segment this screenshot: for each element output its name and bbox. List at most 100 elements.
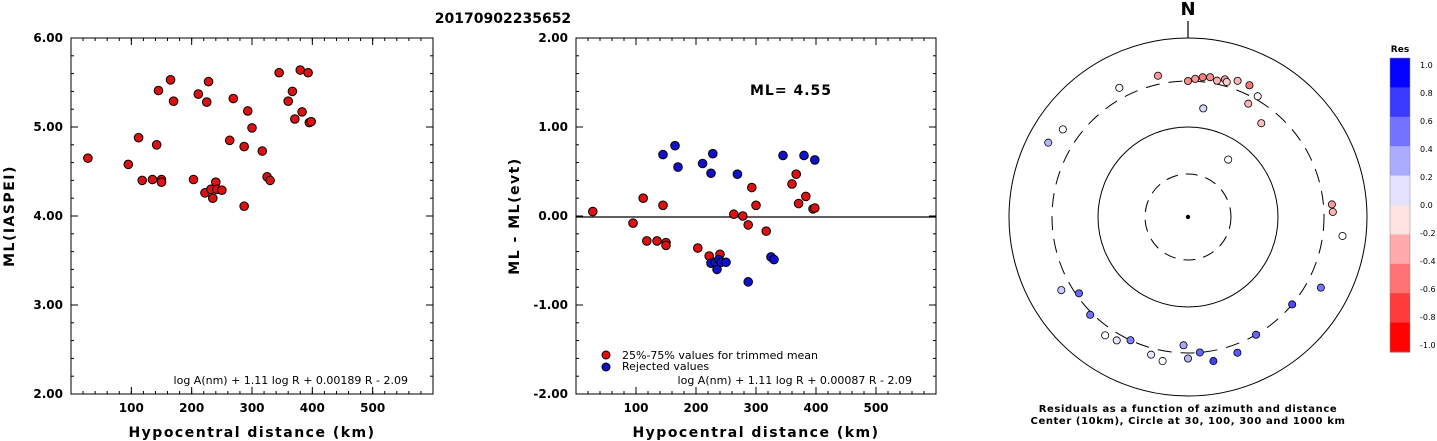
x-tick-label: 100 bbox=[119, 401, 144, 415]
data-point bbox=[732, 169, 743, 179]
residual-point bbox=[1198, 73, 1207, 82]
y-tick-label: 5.00 bbox=[33, 120, 63, 134]
data-point bbox=[123, 159, 134, 170]
y-tick-label: 3.00 bbox=[33, 298, 63, 312]
data-point bbox=[242, 106, 253, 116]
residual-point bbox=[1179, 341, 1188, 350]
residual-point bbox=[1074, 289, 1083, 298]
caption-line-1: Residuals as a function of azimuth and d… bbox=[1039, 404, 1338, 415]
data-point bbox=[721, 257, 731, 268]
residual-point bbox=[1209, 357, 1218, 366]
data-point bbox=[588, 206, 598, 217]
data-point bbox=[303, 67, 313, 78]
data-points bbox=[588, 140, 820, 287]
residual-point bbox=[1158, 357, 1167, 366]
residual-point bbox=[1147, 350, 1156, 359]
colorbar-cell bbox=[1390, 146, 1410, 177]
data-point bbox=[747, 182, 757, 193]
residual-point bbox=[1044, 138, 1053, 147]
colorbar-tick-label: -0.8 bbox=[1420, 313, 1436, 322]
residual-point bbox=[1328, 207, 1337, 216]
y-tick-label: 4.00 bbox=[33, 209, 63, 223]
colorbar-cell bbox=[1390, 234, 1410, 265]
y-tick-label: -2.00 bbox=[533, 387, 568, 401]
data-points bbox=[83, 65, 316, 212]
data-point bbox=[673, 162, 683, 172]
data-point bbox=[228, 93, 239, 104]
data-point bbox=[156, 177, 167, 187]
colorbar-tick-label: -0.4 bbox=[1420, 257, 1436, 266]
data-point bbox=[165, 75, 176, 85]
x-tick-label: 400 bbox=[300, 401, 325, 415]
data-point bbox=[751, 200, 761, 211]
data-point bbox=[83, 153, 93, 163]
colorbar-cell bbox=[1390, 116, 1410, 147]
formula-label: log A(nm) + 1.11 log R + 0.00087 R - 2.0… bbox=[678, 374, 912, 387]
x-axis-label: Hypocentral distance (km) bbox=[128, 425, 375, 441]
residual-azimuth-plot: N Residuals as a function of azimuth and… bbox=[1008, 0, 1368, 427]
data-point bbox=[217, 185, 227, 195]
residual-point bbox=[1058, 125, 1067, 134]
plot-frame bbox=[70, 37, 434, 395]
residual-point bbox=[1126, 336, 1135, 345]
residual-point bbox=[1244, 99, 1253, 108]
colorbar-frame bbox=[1389, 57, 1411, 353]
colorbar-cell bbox=[1390, 322, 1410, 353]
data-point bbox=[638, 193, 649, 203]
data-point bbox=[265, 175, 275, 186]
data-point bbox=[791, 169, 802, 179]
x-tick-label: 500 bbox=[863, 401, 888, 415]
residual-point bbox=[1184, 77, 1193, 86]
residual-point bbox=[1199, 104, 1208, 113]
residual-points bbox=[1044, 71, 1347, 366]
colorbar-tick-label: 0.0 bbox=[1420, 201, 1433, 210]
y-tick-label: 1.00 bbox=[538, 120, 568, 134]
colorbar-cell bbox=[1390, 175, 1410, 206]
residual-point bbox=[1253, 92, 1262, 101]
data-point bbox=[658, 149, 668, 160]
legend-marker-trimmed bbox=[601, 350, 611, 360]
colorbar-tick-label: 0.8 bbox=[1420, 89, 1433, 98]
residual-point bbox=[1206, 73, 1215, 82]
colorbar-tick-label: 0.2 bbox=[1420, 173, 1433, 182]
x-tick-label: 200 bbox=[683, 401, 708, 415]
caption-line-2: Center (10km), Circle at 30, 100, 300 an… bbox=[1031, 416, 1346, 427]
colorbar-tick-label: -0.6 bbox=[1420, 285, 1436, 294]
data-point bbox=[652, 236, 662, 246]
data-point bbox=[628, 218, 638, 228]
formula-label: log A(nm) + 1.11 log R + 0.00189 R - 2.0… bbox=[174, 374, 408, 387]
x-axis-label: Hypocentral distance (km) bbox=[632, 425, 879, 441]
axis-ticks: -2.00 -1.00 0.00 1.00 2.00 100 200 300 400 500 bbox=[533, 31, 937, 415]
data-point bbox=[706, 168, 716, 179]
data-point bbox=[738, 211, 748, 221]
data-point bbox=[306, 116, 316, 127]
y-tick-label: 2.00 bbox=[33, 387, 63, 401]
data-point bbox=[188, 174, 199, 185]
data-point bbox=[201, 97, 212, 107]
colorbar-tick-label: 0.4 bbox=[1420, 145, 1433, 154]
data-point bbox=[787, 179, 797, 189]
data-point bbox=[743, 220, 754, 230]
residual-point bbox=[1112, 336, 1121, 345]
data-point bbox=[193, 89, 204, 99]
residual-point bbox=[1101, 331, 1110, 340]
colorbar-cell bbox=[1390, 263, 1410, 294]
data-point bbox=[801, 191, 811, 202]
legend: 25%-75% values for trimmed mean Rejected… bbox=[601, 349, 818, 373]
ml-vs-distance-chart: 2.00 3.00 4.00 5.00 6.00 100 200 300 400 500 ML(I… bbox=[2, 31, 434, 441]
x-tick-label: 500 bbox=[360, 401, 385, 415]
colorbar-cell bbox=[1390, 87, 1410, 118]
residual-point bbox=[1338, 231, 1347, 240]
data-point bbox=[670, 140, 680, 151]
ring-1000km bbox=[1008, 37, 1368, 397]
y-axis-label: ML(IASPEI) bbox=[2, 165, 18, 267]
residual-point bbox=[1252, 330, 1261, 339]
data-point bbox=[708, 148, 718, 159]
y-tick-label: 2.00 bbox=[538, 31, 568, 45]
data-point bbox=[151, 140, 162, 150]
north-label: N bbox=[1180, 0, 1195, 20]
ring-30km bbox=[1144, 173, 1232, 261]
residual-point bbox=[1288, 300, 1297, 309]
residual-point bbox=[1057, 286, 1066, 295]
data-point bbox=[290, 114, 300, 124]
